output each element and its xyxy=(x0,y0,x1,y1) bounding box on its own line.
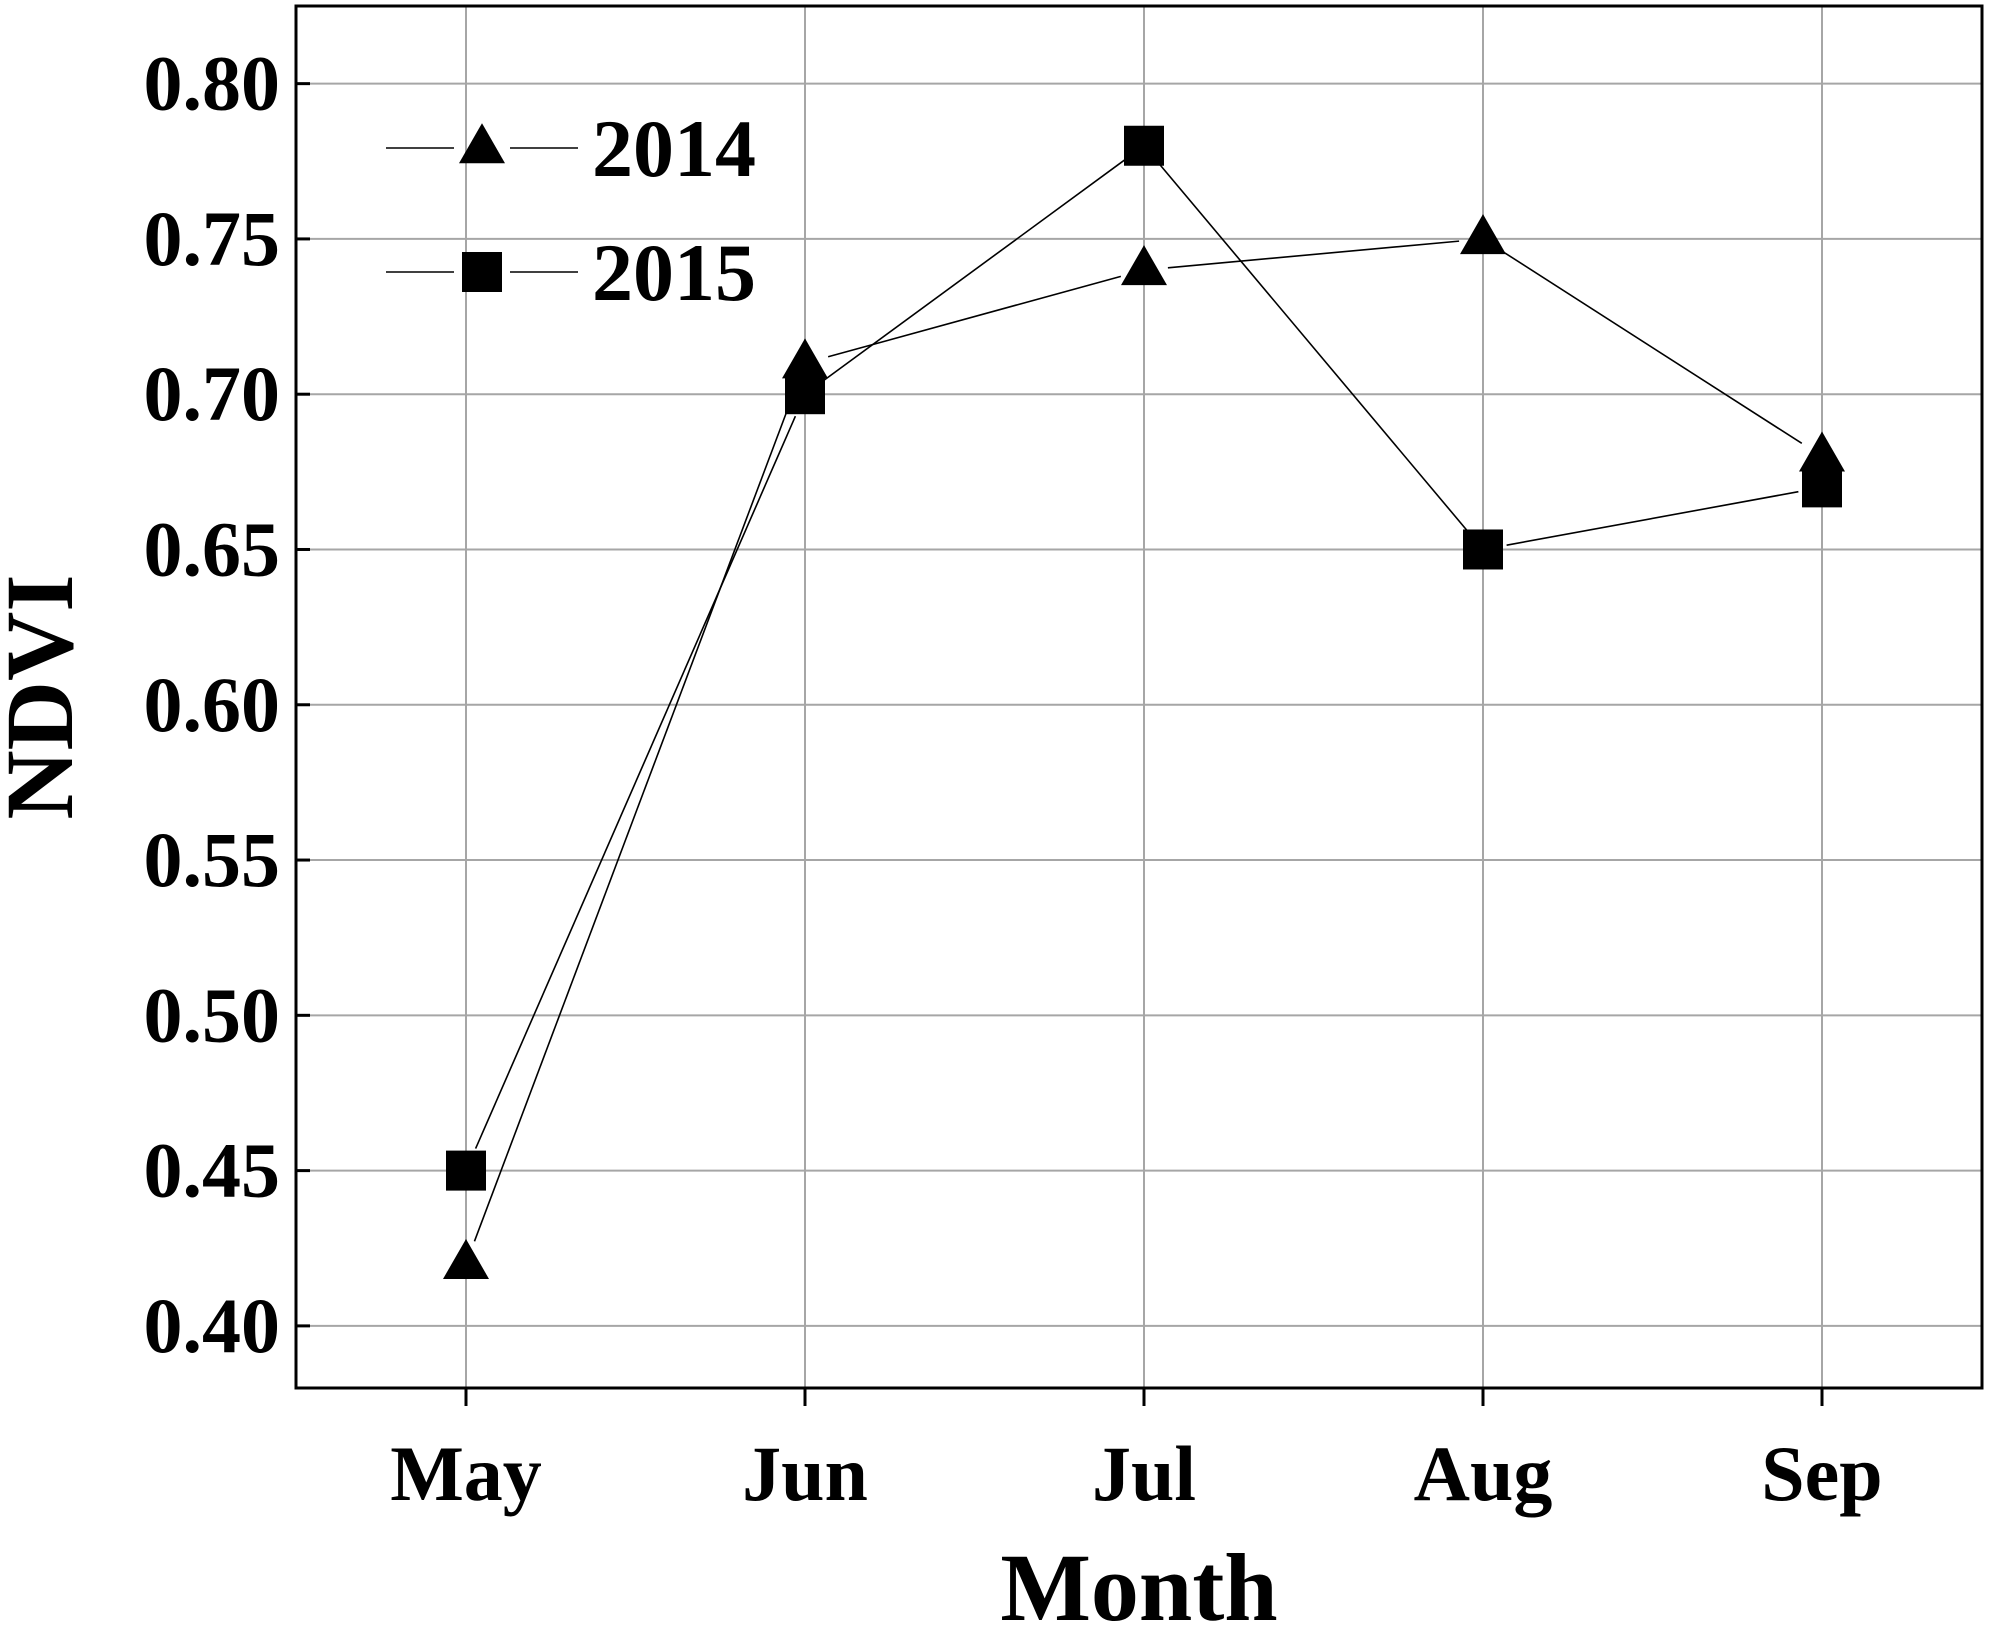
series-2014-point xyxy=(782,338,828,379)
series-2014-segment xyxy=(1167,240,1460,269)
axis-ticks: 0.40 0.45 0.50 0.55 0.60 0.65 0.70 0.75 0.80 May J… xyxy=(144,40,1883,1517)
x-tick-label: May xyxy=(390,1430,542,1517)
legend-label: 2014 xyxy=(592,103,756,194)
legend: 2014 2015 xyxy=(386,103,756,318)
y-tick-label: 0.80 xyxy=(144,40,281,127)
y-tick-label: 0.40 xyxy=(144,1282,281,1369)
plot-frame xyxy=(294,4,1984,1390)
series-2015-segment xyxy=(1506,490,1799,546)
series-2015-point xyxy=(785,374,825,415)
series-2014 xyxy=(443,214,1845,1279)
y-tick-label: 0.75 xyxy=(144,195,281,282)
y-axis-title: NDVI xyxy=(0,574,93,819)
series-2014-segment xyxy=(1502,251,1803,445)
y-tick-label: 0.55 xyxy=(144,816,281,903)
series-2015-segment xyxy=(1158,163,1469,532)
series-2015-segment xyxy=(474,415,797,1149)
gridlines xyxy=(296,6,1982,1388)
legend-item-2015: 2015 xyxy=(386,227,756,318)
series-2015 xyxy=(446,125,1842,1191)
series-2015-point xyxy=(1124,125,1164,166)
legend-marker xyxy=(462,252,502,292)
y-tick-label: 0.50 xyxy=(144,971,281,1058)
legend-label: 2015 xyxy=(592,227,756,318)
x-tick-label: Jun xyxy=(742,1430,868,1517)
series-2015-point xyxy=(1802,467,1842,508)
series-2015-point xyxy=(446,1150,486,1191)
legend-item-2014: 2014 xyxy=(386,103,756,194)
x-tick-label: Sep xyxy=(1761,1430,1882,1517)
x-tick-label: Aug xyxy=(1414,1430,1553,1517)
y-tick-label: 0.45 xyxy=(144,1127,281,1214)
y-tick-label: 0.70 xyxy=(144,350,281,437)
x-axis-title: Month xyxy=(1000,1534,1277,1631)
series-2014-point xyxy=(1121,245,1167,286)
y-tick-label: 0.60 xyxy=(144,661,281,748)
x-tick-label: Jul xyxy=(1092,1430,1196,1517)
series-2015-segment xyxy=(823,159,1126,381)
series-2014-segment xyxy=(473,385,798,1242)
series-2015-point xyxy=(1463,529,1503,570)
y-tick-label: 0.65 xyxy=(144,505,281,592)
series-2014-point xyxy=(1799,431,1845,472)
series-2014-segment xyxy=(827,275,1122,358)
legend-marker xyxy=(459,123,505,164)
series-group xyxy=(443,125,1845,1279)
series-2014-point xyxy=(443,1238,489,1279)
series-2014-point xyxy=(1460,214,1506,255)
